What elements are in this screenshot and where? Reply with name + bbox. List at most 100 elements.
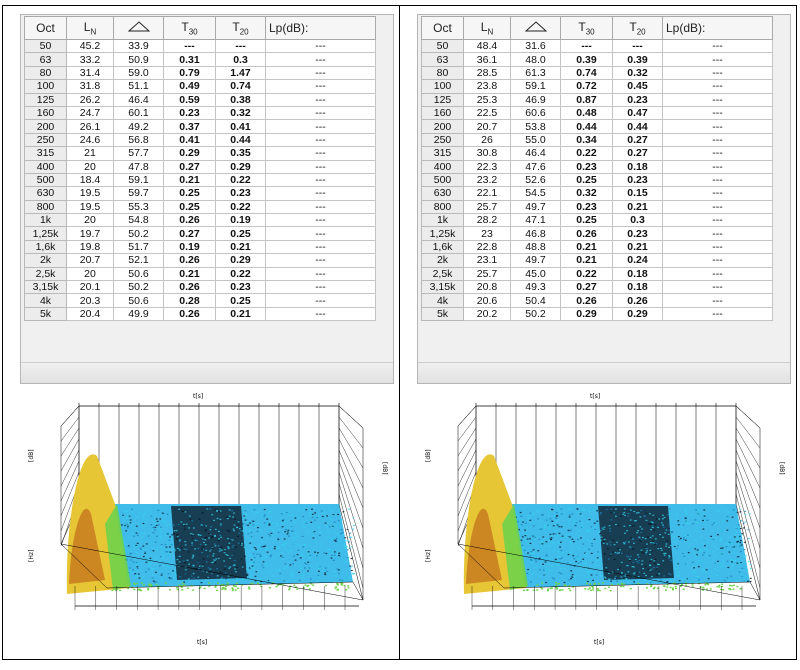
- cell-oct[interactable]: 200: [421, 119, 464, 134]
- table-row[interactable]: 400 20 47.8 0.27 0.29 ---: [24, 159, 376, 174]
- cell-lp[interactable]: ---: [265, 105, 376, 121]
- cell-lp[interactable]: ---: [265, 172, 376, 188]
- cell-oct[interactable]: 80: [421, 65, 464, 81]
- cell-delta[interactable]: 46.8: [510, 226, 561, 241]
- cell-t30[interactable]: 0.48: [560, 105, 613, 121]
- cell-oct[interactable]: 250: [24, 132, 67, 148]
- col-header-oct[interactable]: Oct: [421, 16, 464, 40]
- cell-ln[interactable]: 28.2: [463, 213, 511, 228]
- cell-t30[interactable]: 0.25: [560, 172, 613, 188]
- table-row[interactable]: 2k 23.1 49.7 0.21 0.24 ---: [421, 253, 773, 268]
- cell-t30[interactable]: ---: [560, 38, 613, 54]
- cell-ln[interactable]: 36.1: [463, 52, 511, 67]
- cell-ln[interactable]: 22.1: [463, 186, 511, 201]
- table-row[interactable]: 1k 28.2 47.1 0.25 0.3 ---: [421, 213, 773, 228]
- table-row[interactable]: 200 20.7 53.8 0.44 0.44 ---: [421, 119, 773, 134]
- cell-t20[interactable]: 0.22: [215, 199, 266, 215]
- table-row[interactable]: 1k 20 54.8 0.26 0.19 ---: [24, 213, 376, 228]
- cell-ln[interactable]: 23.8: [463, 79, 511, 94]
- cell-ln[interactable]: 26.1: [66, 119, 114, 134]
- cell-oct[interactable]: 1k: [24, 213, 67, 228]
- cell-t30[interactable]: 0.34: [560, 132, 613, 148]
- col-header-ln[interactable]: LN: [463, 16, 511, 40]
- cell-oct[interactable]: 50: [24, 38, 67, 54]
- cell-t30[interactable]: 0.25: [163, 186, 216, 201]
- cell-delta[interactable]: 50.2: [510, 306, 561, 322]
- cell-delta[interactable]: 54.5: [510, 186, 561, 201]
- cell-t30[interactable]: 0.26: [163, 213, 216, 228]
- cell-delta[interactable]: 59.1: [510, 79, 561, 94]
- col-header-t20[interactable]: T20: [215, 16, 266, 40]
- cell-delta[interactable]: 50.9: [113, 52, 164, 67]
- cell-lp[interactable]: ---: [662, 159, 773, 174]
- table-row[interactable]: 500 23.2 52.6 0.25 0.23 ---: [421, 172, 773, 188]
- cell-ln[interactable]: 20: [66, 266, 114, 282]
- table-row[interactable]: 50 48.4 31.6 --- --- ---: [421, 38, 773, 54]
- cell-t20[interactable]: 0.27: [612, 146, 663, 161]
- cell-oct[interactable]: 400: [24, 159, 67, 174]
- cell-oct[interactable]: 250: [421, 132, 464, 148]
- cell-lp[interactable]: ---: [662, 293, 773, 308]
- cell-t30[interactable]: 0.23: [560, 159, 613, 174]
- table-row[interactable]: 2k 20.7 52.1 0.26 0.29 ---: [24, 253, 376, 268]
- cell-t20[interactable]: 0.21: [612, 239, 663, 255]
- cell-lp[interactable]: ---: [265, 79, 376, 94]
- table-row[interactable]: 1,6k 22.8 48.8 0.21 0.21 ---: [421, 239, 773, 255]
- cell-t30[interactable]: 0.23: [560, 199, 613, 215]
- cell-t30[interactable]: 0.26: [163, 253, 216, 268]
- cell-t20[interactable]: 0.47: [612, 105, 663, 121]
- cell-t20[interactable]: 0.27: [612, 132, 663, 148]
- cell-lp[interactable]: ---: [662, 132, 773, 148]
- cell-t20[interactable]: 0.15: [612, 186, 663, 201]
- table-row[interactable]: 4k 20.6 50.4 0.26 0.26 ---: [421, 293, 773, 308]
- cell-ln[interactable]: 48.4: [463, 38, 511, 54]
- cell-ln[interactable]: 25.3: [463, 92, 511, 107]
- cell-t30[interactable]: 0.21: [163, 172, 216, 188]
- table-row[interactable]: 3,15k 20.8 49.3 0.27 0.18 ---: [421, 280, 773, 295]
- cell-ln[interactable]: 20: [66, 159, 114, 174]
- cell-delta[interactable]: 49.3: [510, 280, 561, 295]
- cell-t20[interactable]: 0.23: [612, 226, 663, 241]
- cell-t20[interactable]: 0.41: [215, 119, 266, 134]
- cell-ln[interactable]: 45.2: [66, 38, 114, 54]
- cell-t30[interactable]: 0.74: [560, 65, 613, 81]
- cell-t20[interactable]: 0.23: [612, 92, 663, 107]
- cell-t30[interactable]: 0.22: [560, 266, 613, 282]
- cell-lp[interactable]: ---: [265, 52, 376, 67]
- cell-ln[interactable]: 19.7: [66, 226, 114, 241]
- cell-ln[interactable]: 20.6: [463, 293, 511, 308]
- table-row[interactable]: 400 22.3 47.6 0.23 0.18 ---: [421, 159, 773, 174]
- cell-lp[interactable]: ---: [662, 213, 773, 228]
- cell-delta[interactable]: 31.6: [510, 38, 561, 54]
- cell-t20[interactable]: 0.22: [215, 172, 266, 188]
- cell-delta[interactable]: 55.0: [510, 132, 561, 148]
- cell-oct[interactable]: 1,6k: [421, 239, 464, 255]
- cell-t30[interactable]: 0.29: [560, 306, 613, 322]
- cell-delta[interactable]: 59.7: [113, 186, 164, 201]
- cell-oct[interactable]: 2k: [24, 253, 67, 268]
- table-row[interactable]: 2,5k 25.7 45.0 0.22 0.18 ---: [421, 266, 773, 282]
- cell-t20[interactable]: 0.18: [612, 159, 663, 174]
- cell-lp[interactable]: ---: [265, 280, 376, 295]
- cell-lp[interactable]: ---: [662, 92, 773, 107]
- cell-t30[interactable]: 0.26: [560, 293, 613, 308]
- cell-delta[interactable]: 49.2: [113, 119, 164, 134]
- table-row[interactable]: 3,15k 20.1 50.2 0.26 0.23 ---: [24, 280, 376, 295]
- cell-t30[interactable]: 0.39: [560, 52, 613, 67]
- cell-t30[interactable]: 0.41: [163, 132, 216, 148]
- cell-ln[interactable]: 23: [463, 226, 511, 241]
- cell-t30[interactable]: 0.87: [560, 92, 613, 107]
- cell-lp[interactable]: ---: [662, 105, 773, 121]
- col-header-t30[interactable]: T30: [163, 16, 216, 40]
- cell-t30[interactable]: 0.32: [560, 186, 613, 201]
- cell-delta[interactable]: 52.1: [113, 253, 164, 268]
- cell-t30[interactable]: 0.21: [560, 239, 613, 255]
- cell-oct[interactable]: 125: [421, 92, 464, 107]
- table-row[interactable]: 50 45.2 33.9 --- --- ---: [24, 38, 376, 54]
- cell-lp[interactable]: ---: [265, 159, 376, 174]
- cell-t20[interactable]: 0.3: [215, 52, 266, 67]
- cell-lp[interactable]: ---: [265, 293, 376, 308]
- cell-delta[interactable]: 49.7: [510, 253, 561, 268]
- cell-oct[interactable]: 315: [24, 146, 67, 161]
- cell-t30[interactable]: 0.59: [163, 92, 216, 107]
